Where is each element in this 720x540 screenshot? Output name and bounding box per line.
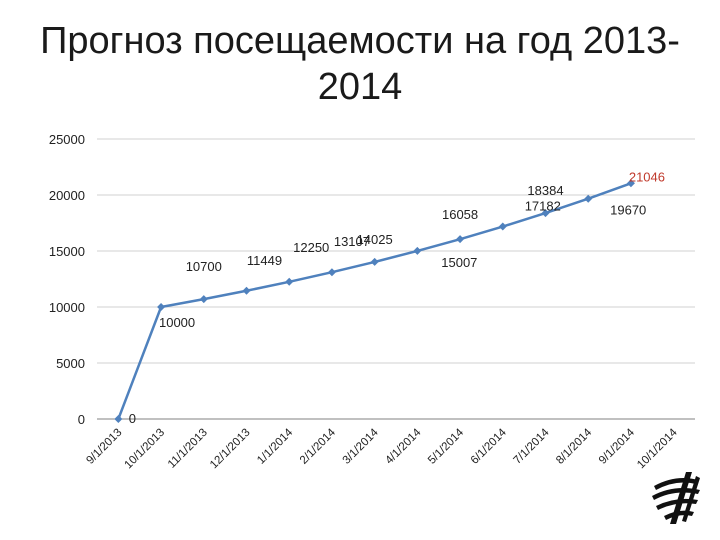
data-label: 13107 <box>334 234 370 249</box>
chart-title-line-1: Прогноз посещаемости на год 2013- <box>40 20 680 62</box>
data-point <box>541 209 550 218</box>
data-label: 17182 <box>525 199 561 214</box>
x-tick-label: 8/1/2014 <box>554 426 595 467</box>
x-tick-label: 1/1/2014 <box>255 426 296 467</box>
data-label: 18384 <box>527 183 563 198</box>
x-tick-label: 12/1/2013 <box>208 427 253 472</box>
series-line <box>117 182 632 420</box>
data-point <box>114 415 123 423</box>
x-tick-label: 10/1/2014 <box>635 426 680 471</box>
data-label: 10700 <box>186 259 222 274</box>
x-tick-label: 6/1/2014 <box>469 426 510 467</box>
y-tick-label: 25000 <box>49 132 85 147</box>
data-label: 15007 <box>441 255 477 270</box>
y-tick-label: 5000 <box>56 356 85 371</box>
data-point <box>626 179 635 188</box>
x-tick-label: 9/1/2014 <box>597 426 638 467</box>
x-tick-label: 2/1/2014 <box>298 426 339 467</box>
x-tick-label: 9/1/2013 <box>84 427 124 467</box>
data-point <box>584 194 593 203</box>
y-tick-label: 15000 <box>49 244 85 259</box>
data-label: 0 <box>129 411 136 426</box>
data-point <box>413 246 422 255</box>
data-point <box>327 268 336 277</box>
data-point <box>456 235 465 244</box>
data-label: 16058 <box>442 207 478 222</box>
data-label: 14025 <box>357 232 393 247</box>
chart-title-line-2: 2014 <box>317 66 403 108</box>
x-tick-label: 4/1/2014 <box>383 426 424 467</box>
x-tick-label: 7/1/2014 <box>511 426 552 467</box>
logo-icon <box>652 472 700 524</box>
data-point <box>199 295 208 304</box>
chart-title: Прогноз посещаемости на год 2013- 2014 <box>0 18 720 110</box>
data-label: 12250 <box>293 240 329 255</box>
data-point <box>285 277 294 286</box>
data-point <box>498 222 507 231</box>
x-tick-label: 5/1/2014 <box>426 426 467 467</box>
y-tick-label: 0 <box>78 412 85 427</box>
data-point <box>157 303 166 311</box>
y-tick-label: 10000 <box>49 300 85 315</box>
data-point <box>242 286 251 295</box>
data-label: 21046 <box>629 169 665 184</box>
y-tick-label: 20000 <box>49 188 85 203</box>
data-label: 10000 <box>159 315 195 330</box>
x-tick-label: 11/1/2013 <box>166 427 210 471</box>
x-tick-label: 10/1/2013 <box>123 427 168 472</box>
data-label: 19670 <box>610 203 646 218</box>
data-label: 11449 <box>247 253 282 268</box>
data-point <box>370 257 379 266</box>
x-tick-label: 3/1/2014 <box>341 426 382 467</box>
